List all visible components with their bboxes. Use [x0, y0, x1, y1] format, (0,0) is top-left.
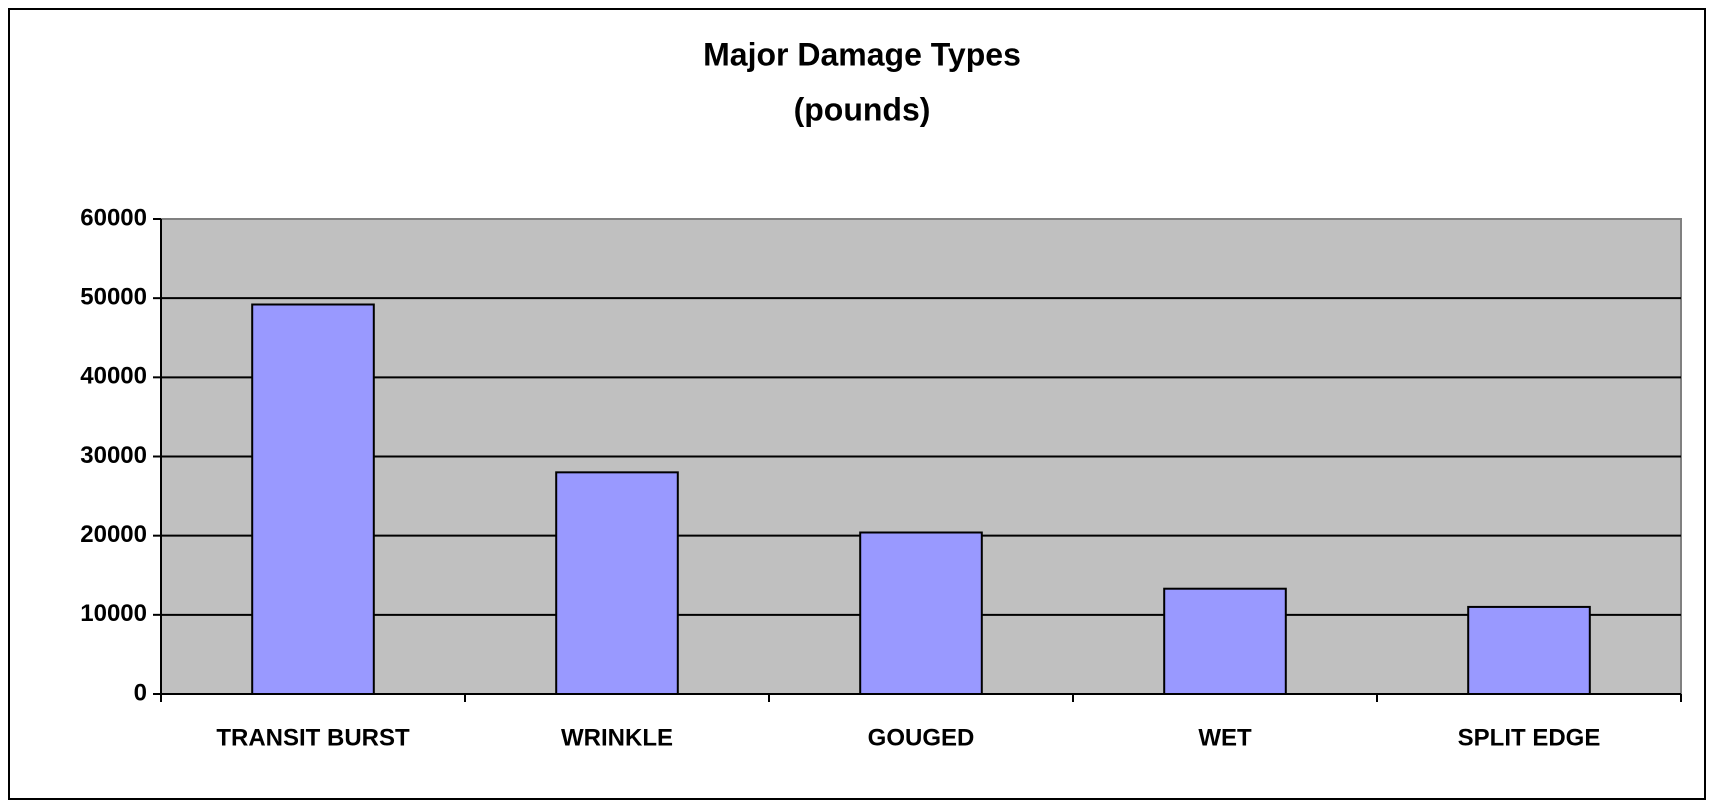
- y-tick-label: 10000: [80, 600, 147, 627]
- x-tick-label: WET: [1198, 724, 1252, 751]
- y-tick-label: 40000: [80, 363, 147, 390]
- y-tick-label: 30000: [80, 442, 147, 469]
- x-tick-label: WRINKLE: [561, 724, 673, 751]
- bar: [1467, 605, 1591, 696]
- x-tick-label: TRANSIT BURST: [216, 724, 410, 751]
- y-tick-label: 0: [134, 679, 147, 706]
- bar: [1163, 587, 1287, 695]
- bar: [251, 303, 375, 695]
- y-tick-label: 50000: [80, 284, 147, 311]
- chart-subtitle: (pounds): [794, 91, 931, 127]
- y-tick-label: 20000: [80, 521, 147, 548]
- y-tick-label: 60000: [80, 204, 147, 231]
- x-tick-label: SPLIT EDGE: [1458, 724, 1601, 751]
- bar: [555, 471, 679, 696]
- bar: [859, 531, 983, 695]
- chart-title: Major Damage Types: [703, 36, 1021, 72]
- x-tick-label: GOUGED: [868, 724, 975, 751]
